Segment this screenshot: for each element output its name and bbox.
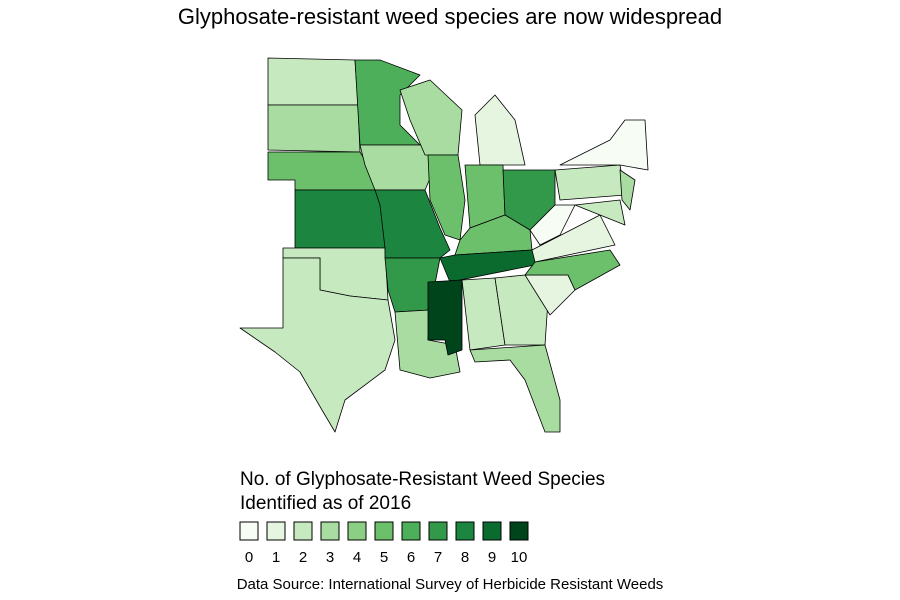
state: [494, 274, 549, 346]
state: [294, 189, 386, 249]
legend-title: Identified as of 2016: [240, 493, 411, 514]
state: [239, 257, 396, 433]
state: [531, 214, 616, 263]
legend-label: 5: [380, 549, 388, 566]
legend-swatch: [455, 521, 475, 541]
legend-label: 9: [488, 549, 496, 566]
state: [267, 104, 361, 153]
legend-label: 7: [434, 549, 442, 566]
map-title: Glyphosate-resistant weed species are no…: [178, 4, 722, 29]
legend-swatch: [293, 521, 313, 541]
state: [554, 164, 626, 201]
legend-label: 6: [407, 549, 415, 566]
state: [559, 119, 649, 171]
legend-label: 8: [461, 549, 469, 566]
state: [474, 94, 526, 166]
legend-swatch: [428, 521, 448, 541]
legend-swatch: [266, 521, 286, 541]
legend-label: 2: [299, 549, 307, 566]
legend: 0 1 2 3 4 5 6 7 8 9 10: [239, 521, 529, 566]
legend-swatch: [482, 521, 502, 541]
legend-label: 0: [245, 549, 253, 566]
state: [524, 249, 621, 291]
states: [239, 57, 649, 433]
state: [469, 344, 561, 433]
state: [267, 57, 359, 106]
legend-swatch: [509, 521, 529, 541]
legend-swatch: [374, 521, 394, 541]
state: [529, 204, 576, 246]
legend-title: No. of Glyphosate-Resistant Weed Species: [240, 469, 605, 490]
state: [574, 199, 626, 226]
state: [619, 169, 636, 211]
legend-swatch: [320, 521, 340, 541]
legend-swatch: [347, 521, 367, 541]
legend-swatch: [239, 521, 259, 541]
legend-label: 1: [272, 549, 280, 566]
legend-label: 3: [326, 549, 334, 566]
legend-label: 10: [511, 549, 528, 566]
legend-swatch: [401, 521, 421, 541]
legend-label: 4: [353, 549, 361, 566]
source: Data Source: International Survey of Her…: [237, 576, 664, 593]
